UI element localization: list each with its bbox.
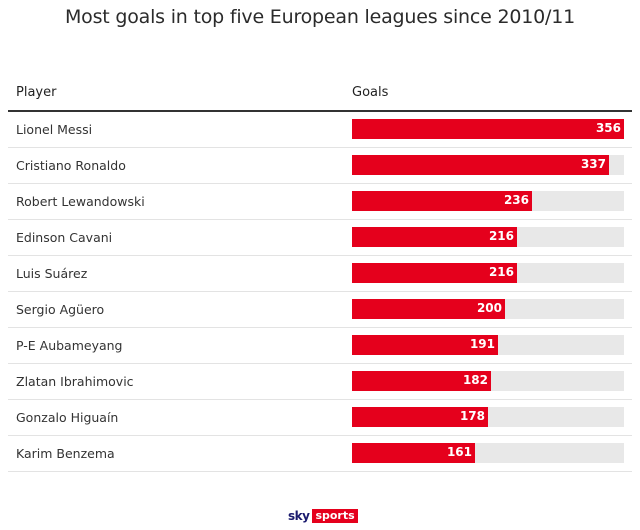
bar-track: 216 — [352, 263, 624, 283]
bar-track: 216 — [352, 227, 624, 247]
table-row: Edinson Cavani 216 — [8, 220, 632, 256]
bar-track: 182 — [352, 371, 624, 391]
sky-logo-text: sky — [288, 509, 310, 523]
header-player: Player — [16, 85, 57, 100]
goals-bar: 337 — [352, 155, 609, 175]
bar-track: 178 — [352, 407, 624, 427]
table-row: P-E Aubameyang 191 — [8, 328, 632, 364]
player-name: Zlatan Ibrahimovic — [16, 374, 134, 389]
player-name: Cristiano Ronaldo — [16, 158, 126, 173]
player-name: Lionel Messi — [16, 122, 93, 137]
goals-bar: 161 — [352, 443, 475, 463]
table-row: Gonzalo Higuaín 178 — [8, 400, 632, 436]
header-goals: Goals — [352, 85, 389, 100]
table-row: Karim Benzema 161 — [8, 436, 632, 472]
bar-track: 356 — [352, 119, 624, 139]
sky-sports-logo: sky sports — [285, 508, 361, 524]
goals-value-label: 216 — [488, 265, 514, 279]
table-header: Player Goals — [8, 76, 632, 112]
goals-value-label: 216 — [488, 229, 514, 243]
player-name: Karim Benzema — [16, 446, 115, 461]
goals-bar: 200 — [352, 299, 505, 319]
goals-value-label: 356 — [595, 121, 621, 135]
sports-logo-text: sports — [312, 509, 358, 523]
goals-bar: 216 — [352, 263, 517, 283]
table-row: Cristiano Ronaldo 337 — [8, 148, 632, 184]
goals-bar: 178 — [352, 407, 488, 427]
table-row: Lionel Messi 356 — [8, 112, 632, 148]
goals-value-label: 236 — [503, 193, 529, 207]
goals-bar: 182 — [352, 371, 491, 391]
player-name: P-E Aubameyang — [16, 338, 123, 353]
goals-value-label: 161 — [446, 445, 472, 459]
player-name: Robert Lewandowski — [16, 194, 145, 209]
table-row: Robert Lewandowski 236 — [8, 184, 632, 220]
bar-track: 200 — [352, 299, 624, 319]
bar-track: 191 — [352, 335, 624, 355]
player-name: Edinson Cavani — [16, 230, 113, 245]
goals-bar: 236 — [352, 191, 532, 211]
bar-track: 337 — [352, 155, 624, 175]
goals-value-label: 182 — [462, 373, 488, 387]
goals-value-label: 178 — [459, 409, 485, 423]
goals-value-label: 200 — [476, 301, 502, 315]
goals-value-label: 337 — [580, 157, 606, 171]
bar-track: 161 — [352, 443, 624, 463]
player-name: Sergio Agüero — [16, 302, 105, 317]
table-row: Sergio Agüero 200 — [8, 292, 632, 328]
table-row: Luis Suárez 216 — [8, 256, 632, 292]
player-name: Gonzalo Higuaín — [16, 410, 119, 425]
player-name: Luis Suárez — [16, 266, 88, 281]
chart-title: Most goals in top five European leagues … — [64, 6, 576, 28]
goals-bar: 216 — [352, 227, 517, 247]
goals-bar: 191 — [352, 335, 498, 355]
table-body: Lionel Messi 356 Cristiano Ronaldo 337 Rober… — [8, 112, 632, 472]
bar-track: 236 — [352, 191, 624, 211]
goals-value-label: 191 — [469, 337, 495, 351]
goals-table: Player Goals Lionel Messi 356 Cristiano Ro… — [8, 76, 632, 472]
goals-bar: 356 — [352, 119, 624, 139]
table-row: Zlatan Ibrahimovic 182 — [8, 364, 632, 400]
